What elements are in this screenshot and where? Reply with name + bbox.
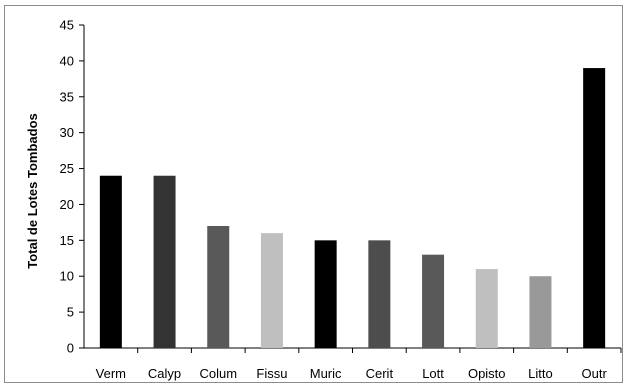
y-tick-label: 35 [60, 89, 74, 104]
y-tick-label: 40 [60, 53, 74, 68]
y-axis-label: Total de Lotes Tombados [25, 113, 40, 269]
x-tick-label: Calyp [148, 366, 181, 381]
y-tick-label: 5 [67, 305, 74, 320]
bar-opisto [475, 269, 498, 348]
x-tick-label: Fissu [256, 366, 287, 381]
y-tick-label: 20 [60, 197, 74, 212]
bar-calyp [153, 175, 176, 348]
x-tick-label: Opisto [468, 366, 506, 381]
bar-verm [99, 175, 122, 348]
x-tick-label: Verm [96, 366, 126, 381]
y-tick-label: 10 [60, 269, 74, 284]
y-tick-label: 25 [60, 161, 74, 176]
x-tick-label: Lott [422, 366, 444, 381]
x-tick-label: Muric [310, 366, 342, 381]
y-tick-label: 30 [60, 125, 74, 140]
bar-outr [583, 68, 606, 349]
bar-lott [422, 254, 445, 348]
x-tick-label: Outr [582, 366, 608, 381]
y-tick-label: 45 [60, 18, 74, 33]
bar-muric [314, 240, 337, 348]
bar-cerit [368, 240, 391, 348]
x-tick-label: Colum [199, 366, 237, 381]
bar-litto [529, 276, 552, 348]
x-tick-label: Litto [528, 366, 553, 381]
y-tick-label: 15 [60, 233, 74, 248]
bar-colum [207, 225, 230, 348]
x-tick-label: Cerit [366, 366, 394, 381]
bar-fissu [260, 233, 283, 348]
y-tick-label: 0 [67, 341, 74, 356]
